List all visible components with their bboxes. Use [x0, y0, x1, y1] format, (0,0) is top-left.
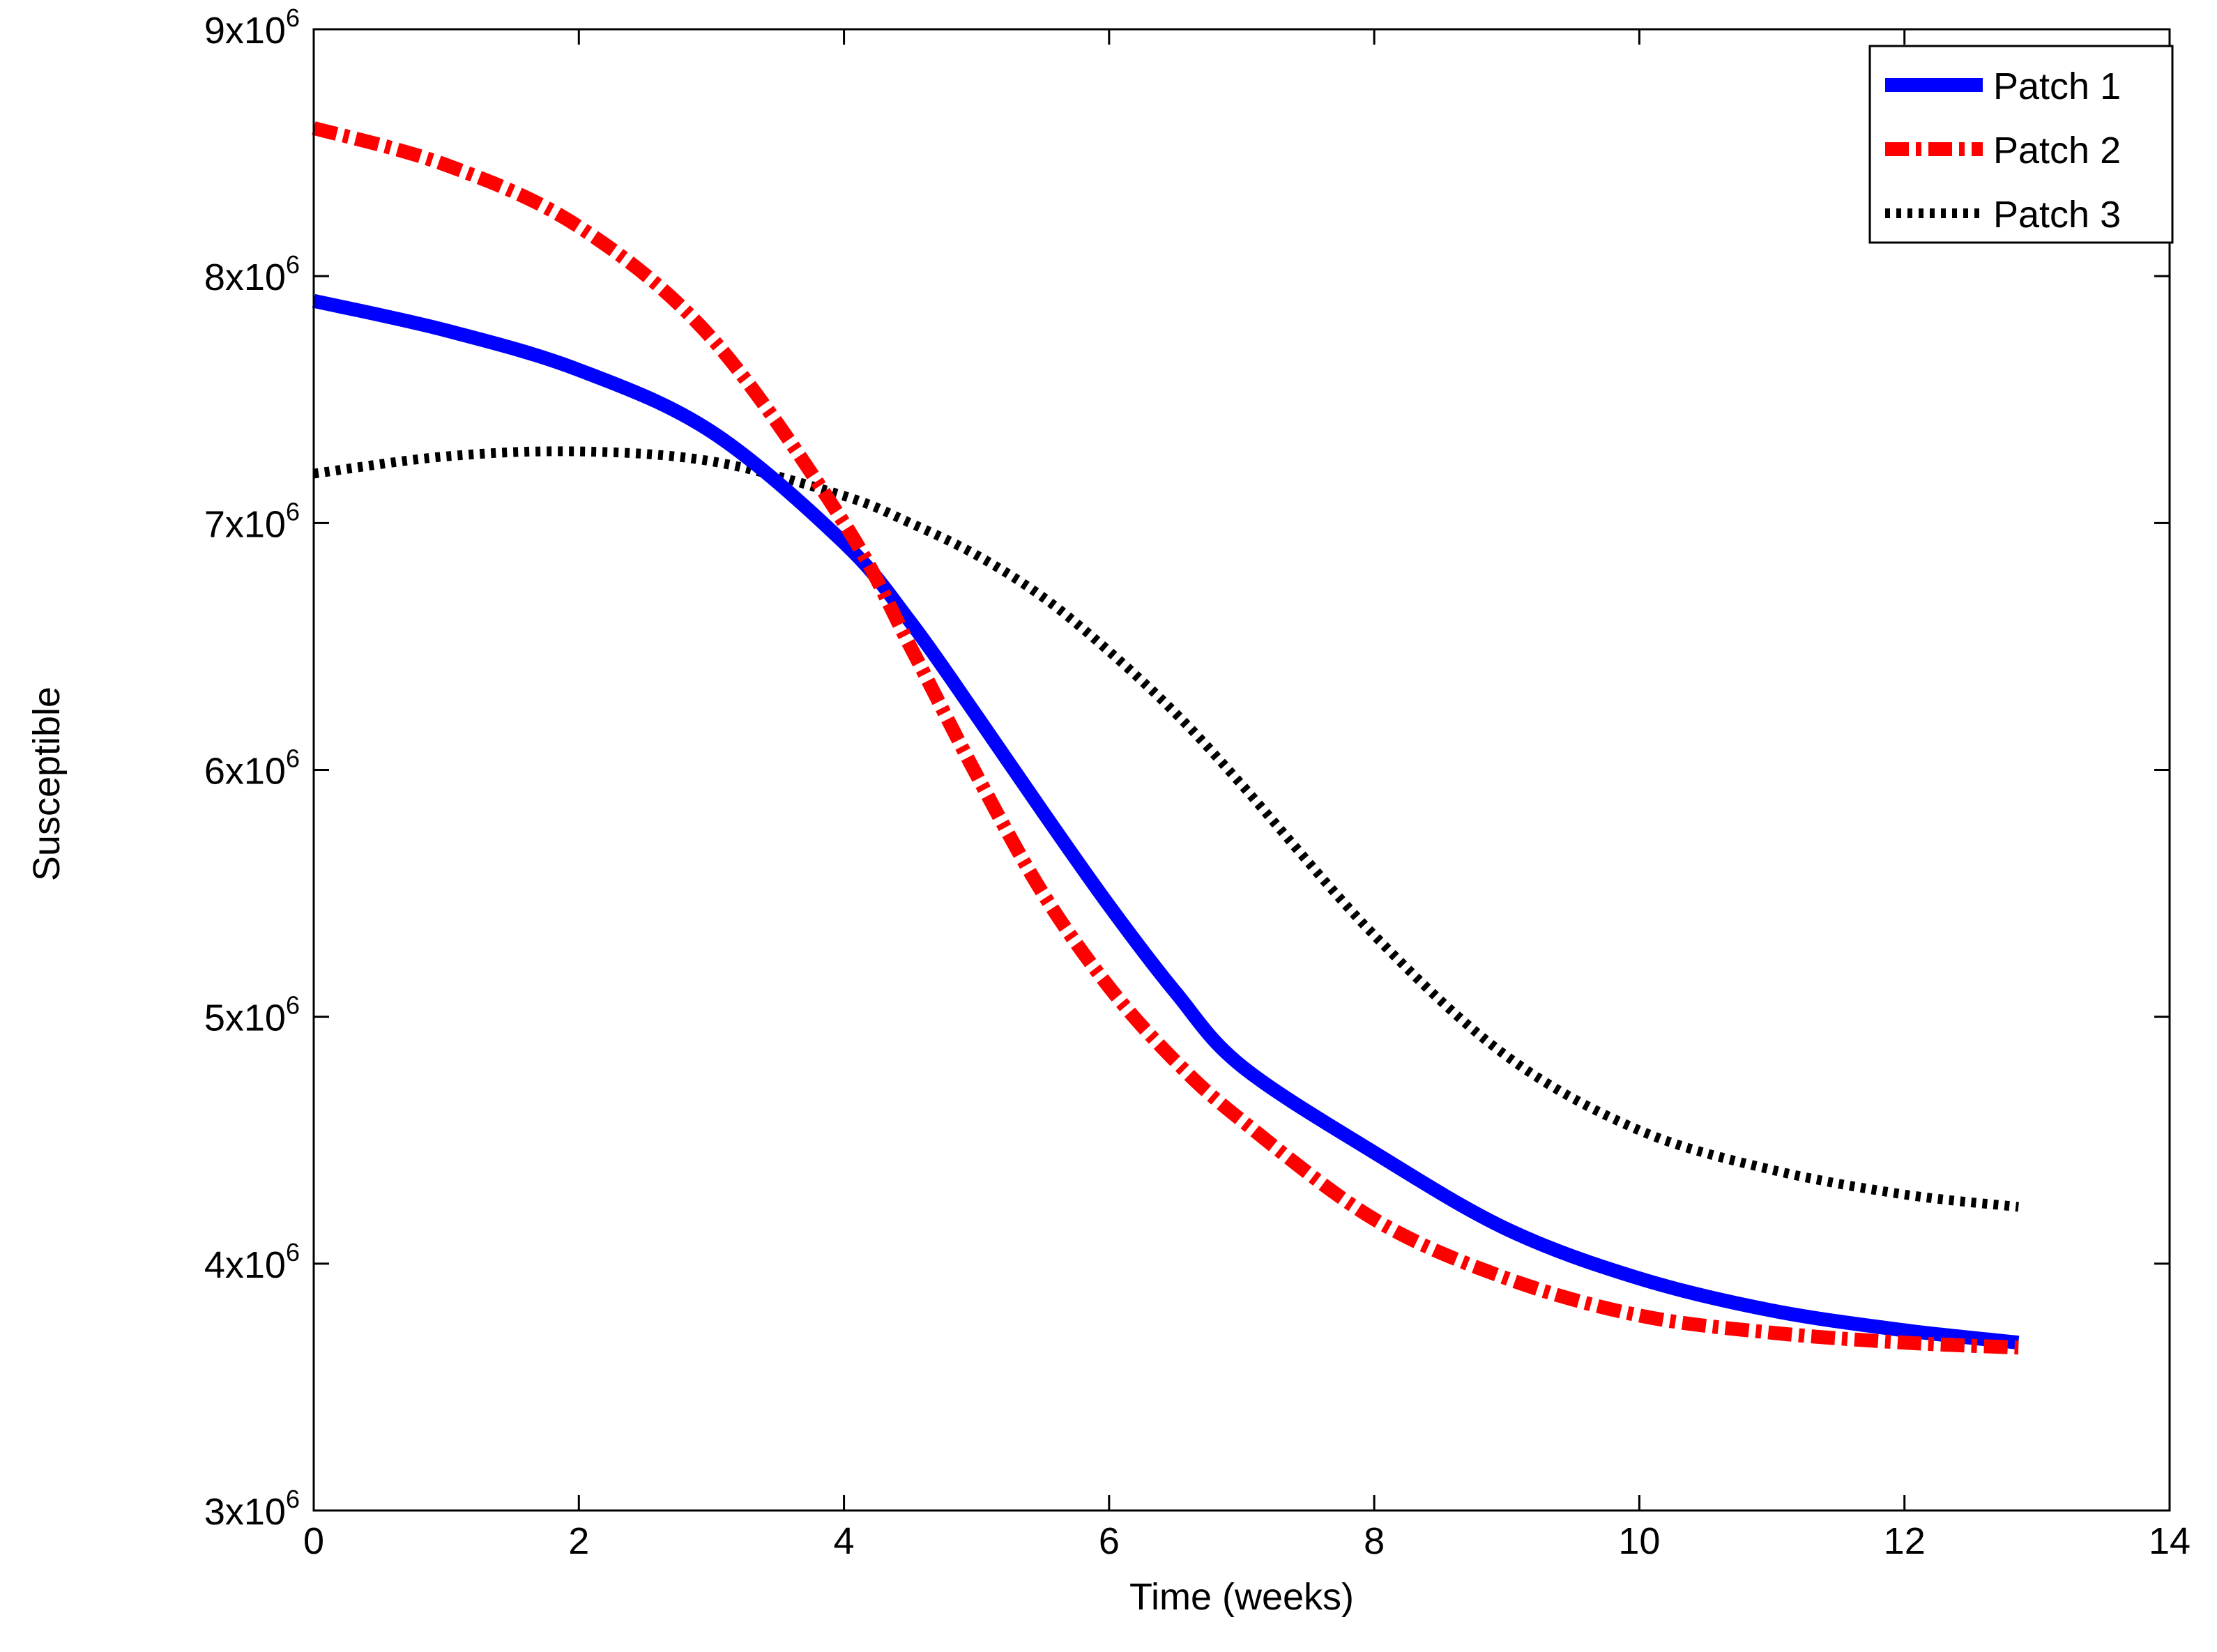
x-tick-label: 2 — [568, 1520, 589, 1562]
tick-layer: 0 2 4 6 8 10 12 14 3x106 4x106 5x106 6x106 7x106 8x10… — [204, 3, 2191, 1562]
series-layer — [312, 121, 2020, 1355]
series-line-patch-2 — [312, 121, 2019, 1355]
y-tick-label: 9x106 — [204, 3, 300, 52]
x-axis-label: Time (weeks) — [1129, 1576, 1354, 1618]
x-tick-label: 12 — [1884, 1520, 1926, 1562]
legend-label-patch-1: Patch 1 — [1993, 66, 2121, 107]
x-tick-label: 14 — [2149, 1520, 2191, 1562]
y-tick-label: 4x106 — [204, 1238, 300, 1286]
series-line-patch-3 — [313, 446, 2019, 1212]
series-line-patch-1 — [312, 293, 2020, 1350]
y-tick-label: 6x106 — [204, 744, 300, 793]
x-tick-label: 4 — [834, 1520, 855, 1562]
y-tick-label: 7x106 — [204, 497, 300, 545]
x-tick-label: 8 — [1364, 1520, 1385, 1562]
x-tick-label: 0 — [303, 1520, 324, 1562]
x-tick-label: 10 — [1618, 1520, 1660, 1562]
y-axis-label: Susceptible — [26, 687, 68, 881]
legend: Patch 1 Patch 2 Patch 3 — [1868, 45, 2174, 244]
legend-label-patch-3: Patch 3 — [1993, 194, 2121, 236]
y-tick-label: 8x106 — [204, 250, 300, 298]
y-tick-label: 3x106 — [204, 1485, 300, 1533]
x-tick-label: 6 — [1099, 1520, 1120, 1562]
y-tick-label: 5x106 — [204, 991, 300, 1039]
legend-label-patch-2: Patch 2 — [1993, 130, 2121, 171]
